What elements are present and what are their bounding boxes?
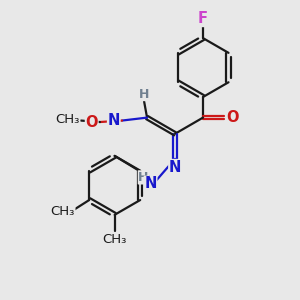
- Text: CH₃: CH₃: [56, 112, 80, 126]
- Text: O: O: [85, 115, 98, 130]
- Text: N: N: [144, 176, 157, 191]
- Text: O: O: [226, 110, 239, 125]
- Text: N: N: [169, 160, 181, 175]
- Text: H: H: [138, 171, 149, 184]
- Text: H: H: [139, 88, 149, 100]
- Text: CH₃: CH₃: [50, 205, 75, 218]
- Text: F: F: [198, 11, 208, 26]
- Text: N: N: [108, 113, 120, 128]
- Text: CH₃: CH₃: [103, 233, 127, 246]
